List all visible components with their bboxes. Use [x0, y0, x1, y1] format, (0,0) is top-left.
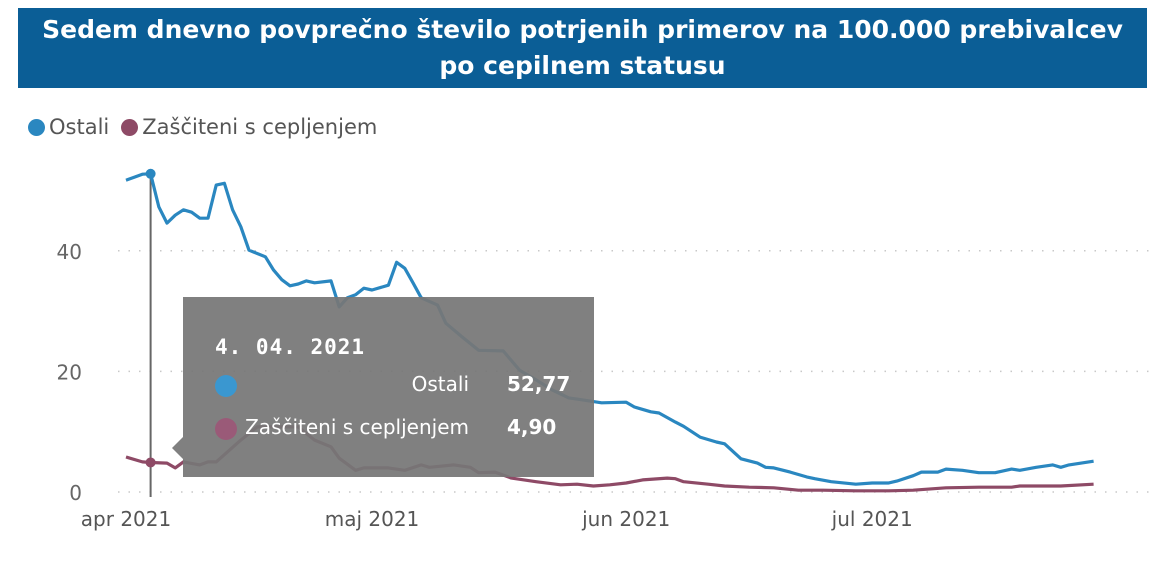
tooltip-series-value: 4,90 [507, 415, 557, 439]
legend-item-ostali[interactable]: Ostali [28, 115, 109, 139]
legend-item-zasciteni[interactable]: Zaščiteni s cepljenjem [121, 115, 377, 139]
legend-label: Ostali [49, 115, 110, 139]
tooltip-row-ostali: Ostali 52,77 [215, 372, 570, 400]
y-tick-label: 20 [57, 360, 82, 384]
x-tick-label: jul 2021 [831, 507, 913, 531]
legend-marker-icon [28, 118, 45, 136]
series-marker-icon [215, 418, 237, 440]
legend-marker-icon [121, 118, 139, 136]
series-marker-icon [215, 375, 237, 397]
tooltip-series-value: 52,77 [507, 372, 571, 396]
x-tick-label: maj 2021 [325, 507, 420, 531]
legend: Ostali Zaščiteni s cepljenjem [28, 115, 383, 139]
y-tick-label: 40 [57, 240, 82, 264]
tooltip-date: 4. 04. 2021 [215, 335, 366, 359]
hover-point [145, 457, 156, 468]
tooltip-row-zasciteni: Zaščiteni s cepljenjem 4,90 [215, 415, 557, 443]
tooltip-series-name: Zaščiteni s cepljenjem [245, 415, 469, 439]
legend-label: Zaščiteni s cepljenjem [142, 115, 378, 139]
chart-title-text: Sedem dnevno povprečno število potrjenih… [42, 15, 1123, 80]
tooltip-series-name: Ostali [411, 372, 469, 396]
hover-point [145, 168, 156, 179]
x-tick-label: apr 2021 [81, 507, 171, 531]
tooltip-pointer [172, 437, 183, 459]
x-tick-label: jun 2021 [581, 507, 670, 531]
tooltip: 4. 04. 2021 Ostali 52,77 Zaščiteni s cep… [183, 297, 594, 477]
chart-title: Sedem dnevno povprečno število potrjenih… [18, 8, 1147, 88]
y-tick-label: 0 [69, 481, 82, 505]
